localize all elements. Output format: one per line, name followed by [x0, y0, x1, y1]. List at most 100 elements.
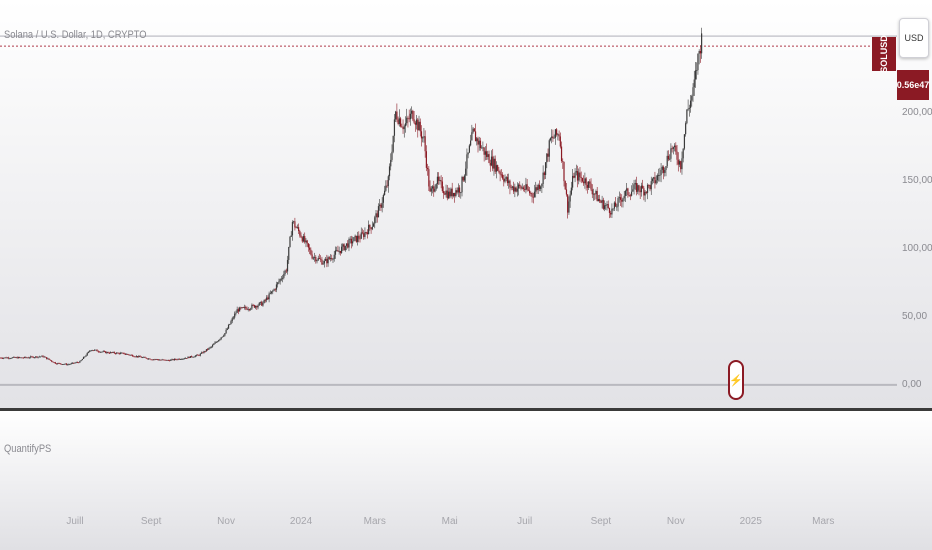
- candle-body: [586, 184, 588, 188]
- candle-body: [521, 187, 523, 189]
- candle-body: [161, 359, 163, 361]
- candle-body: [299, 231, 301, 236]
- candle-body: [197, 354, 199, 356]
- candle-body: [451, 188, 453, 197]
- candle-body: [613, 202, 615, 209]
- candle-body: [403, 126, 405, 130]
- candle-body: [645, 191, 647, 193]
- candle-body: [270, 291, 273, 294]
- candle-body: [310, 249, 312, 255]
- candle-body: [22, 357, 24, 359]
- candle-body: [243, 306, 246, 308]
- candle-body: [246, 308, 248, 310]
- candle-body: [574, 172, 576, 178]
- candle-body: [506, 177, 509, 184]
- candle-body: [267, 297, 269, 300]
- candle-body: [8, 357, 10, 359]
- candle-body: [171, 359, 173, 361]
- candle-body: [6, 357, 8, 359]
- candle-body: [546, 153, 548, 163]
- candle-body: [368, 224, 370, 235]
- candle-body: [266, 297, 268, 301]
- candle-body: [30, 356, 32, 358]
- candle-body: [256, 305, 258, 308]
- candle-body: [211, 345, 214, 347]
- candle-body: [549, 138, 552, 141]
- candle-body: [119, 352, 122, 354]
- candle-body: [286, 259, 289, 272]
- candle-body: [415, 119, 418, 125]
- candle-body: [365, 232, 367, 233]
- candle-body: [429, 186, 431, 192]
- indicator-pane[interactable]: [0, 411, 932, 550]
- candle-body: [166, 359, 168, 361]
- candle-body: [114, 353, 117, 355]
- candle-body: [237, 309, 239, 312]
- candle-body: [686, 109, 688, 124]
- candle-body: [279, 279, 281, 282]
- candle-body: [209, 347, 211, 348]
- candle-body: [570, 187, 572, 195]
- candle-body: [340, 246, 343, 253]
- candle-body: [439, 180, 441, 181]
- candle-body: [91, 350, 93, 352]
- candle-body: [133, 356, 135, 358]
- candle-body: [3, 357, 5, 359]
- candle-body: [644, 191, 646, 196]
- candle-body: [317, 257, 319, 261]
- candle-body: [204, 351, 206, 352]
- candle-body: [461, 176, 463, 193]
- candle-body: [75, 362, 77, 364]
- candle-body: [455, 190, 457, 197]
- candle-body: [643, 188, 645, 196]
- candle-body: [253, 305, 255, 308]
- candle-body: [251, 304, 253, 309]
- candle-body: [94, 349, 96, 351]
- candle-body: [418, 121, 420, 131]
- candle-body: [48, 358, 50, 360]
- x-tick-label: Juill: [66, 516, 84, 527]
- candle-body: [108, 352, 110, 354]
- candle-body: [189, 356, 192, 358]
- candle-body: [10, 358, 12, 359]
- candle-body: [576, 171, 579, 181]
- candle-body: [221, 336, 224, 338]
- x-tick-label: Mai: [441, 516, 458, 527]
- candle-body: [438, 176, 440, 181]
- candle-body: [510, 187, 512, 189]
- pane-divider[interactable]: [0, 408, 932, 411]
- candle-body: [456, 190, 458, 193]
- candle-body: [553, 137, 555, 139]
- candle-body: [316, 260, 318, 262]
- candle-body: [413, 119, 415, 123]
- candle-body: [462, 176, 464, 181]
- candle-body: [28, 357, 31, 359]
- candle-body: [294, 221, 296, 228]
- price-pane[interactable]: [0, 0, 932, 408]
- candle-body: [538, 184, 541, 189]
- candle-body: [646, 184, 649, 193]
- indicator-label[interactable]: QuantifyPS: [4, 443, 52, 455]
- candle-body: [41, 355, 43, 357]
- candle-body: [43, 356, 45, 358]
- candle-body: [398, 118, 400, 124]
- lightning-bolt-icon[interactable]: ⚡: [728, 360, 744, 400]
- candle-body: [175, 358, 177, 360]
- candle-body: [23, 356, 26, 358]
- candle-body: [497, 165, 499, 171]
- candle-body: [297, 227, 300, 232]
- candle-body: [150, 359, 152, 361]
- candle-body: [591, 189, 593, 195]
- candle-body: [178, 358, 180, 360]
- candle-body: [639, 190, 641, 193]
- candle-body: [359, 238, 361, 240]
- currency-button[interactable]: USD: [899, 18, 929, 58]
- candle-body: [382, 195, 384, 203]
- candle-body: [479, 140, 482, 149]
- candle-body: [492, 156, 494, 169]
- candle-body: [465, 168, 467, 176]
- candle-body: [395, 111, 397, 120]
- candle-body: [385, 185, 387, 191]
- candle-body: [231, 318, 233, 322]
